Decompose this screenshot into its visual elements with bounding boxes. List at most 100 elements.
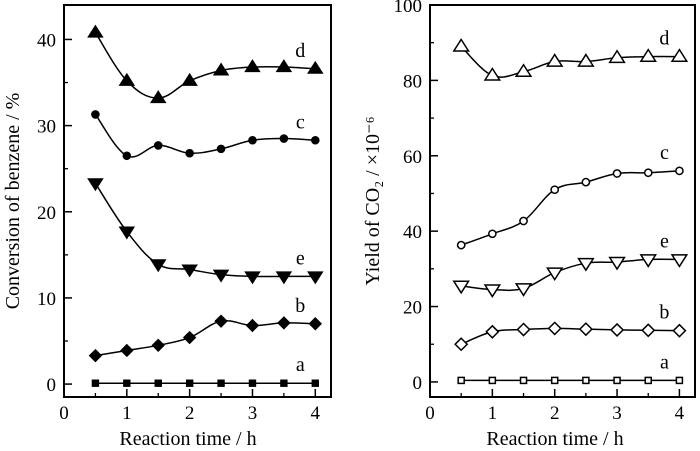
y-tick-label: 0	[47, 375, 57, 396]
x-tick-label: 4	[675, 403, 685, 424]
x-tick-label: 0	[425, 403, 435, 424]
data-point	[641, 323, 656, 338]
data-point	[609, 322, 625, 337]
co2-yield-chart: Yield of CO₂ / ×10⁻⁶ Reaction time / h 0…	[362, 0, 696, 450]
data-point	[582, 376, 590, 385]
series-label: e	[660, 230, 669, 252]
data-point	[118, 72, 136, 86]
data-point	[456, 240, 466, 250]
series-d: d	[452, 28, 689, 81]
data-point	[581, 177, 591, 187]
data-point	[245, 318, 260, 333]
data-point	[307, 60, 324, 74]
data-point	[519, 216, 528, 226]
data-point	[182, 330, 197, 345]
data-point	[280, 379, 288, 387]
data-point	[608, 49, 626, 64]
x-axis-title: Reaction time / h	[486, 428, 623, 450]
data-point	[457, 376, 465, 385]
data-point	[88, 348, 103, 363]
data-point	[545, 267, 564, 282]
x-tick-label: 2	[185, 403, 195, 424]
data-point	[577, 53, 595, 67]
series-a: a	[457, 351, 684, 385]
y-axis-title: Conversion of benzene / %	[2, 93, 24, 310]
data-point	[550, 376, 559, 385]
data-point	[514, 63, 533, 78]
data-point	[308, 317, 323, 331]
y-tick-label: 30	[37, 117, 56, 138]
data-point	[612, 169, 622, 178]
series-label: c	[660, 142, 669, 164]
data-point	[91, 379, 100, 387]
data-point	[212, 62, 230, 76]
data-point	[675, 166, 684, 176]
data-point	[214, 314, 228, 328]
series-c: c	[456, 142, 684, 250]
y-tick-label: 10	[37, 289, 56, 310]
data-point	[639, 254, 657, 268]
x-axis-title: Reaction time / h	[119, 428, 256, 450]
series-b: b	[88, 295, 323, 363]
series-label: e	[296, 247, 305, 269]
data-point	[122, 151, 132, 161]
data-point	[149, 90, 167, 104]
data-point	[244, 59, 261, 73]
y-tick-label: 20	[403, 298, 422, 319]
data-point	[545, 53, 564, 67]
data-point	[516, 322, 531, 337]
data-point	[613, 376, 621, 385]
y-tick-label: 80	[403, 71, 422, 92]
data-point	[120, 343, 134, 358]
y-tick-label: 0	[413, 373, 423, 394]
series-label: d	[659, 28, 669, 50]
data-point	[514, 283, 533, 297]
data-point	[181, 264, 198, 278]
data-point	[311, 379, 319, 387]
data-point	[519, 376, 528, 385]
data-point	[248, 379, 257, 387]
data-point	[310, 135, 320, 145]
data-point	[123, 379, 131, 387]
data-point	[644, 376, 652, 385]
data-point	[672, 323, 687, 338]
data-point	[275, 271, 293, 285]
y-tick-label: 60	[403, 147, 422, 168]
data-point	[608, 256, 626, 271]
data-point	[488, 229, 497, 239]
data-point	[675, 376, 684, 385]
data-point	[153, 141, 163, 150]
series-label: b	[295, 295, 305, 317]
data-point	[212, 269, 230, 283]
x-tick-label: 2	[550, 403, 560, 424]
data-point	[547, 321, 562, 336]
series-group: d c e b a	[87, 24, 324, 387]
data-point	[217, 379, 225, 387]
series-label: c	[296, 111, 305, 133]
data-point	[91, 110, 100, 119]
data-point	[87, 178, 104, 192]
plot-frame	[429, 4, 696, 398]
data-point	[307, 271, 324, 285]
data-point	[154, 379, 162, 387]
y-axis-title: Yield of CO₂ / ×10⁻⁶	[362, 116, 384, 285]
data-point	[550, 185, 560, 195]
data-point	[639, 48, 657, 62]
data-point	[643, 168, 653, 178]
x-tick-label: 4	[311, 403, 321, 424]
series-a: a	[91, 354, 319, 387]
series-e: e	[87, 178, 324, 285]
data-point	[181, 72, 198, 86]
data-point	[670, 48, 689, 62]
data-point	[279, 134, 289, 143]
data-point	[118, 226, 136, 240]
y-tick-label: 40	[403, 222, 422, 243]
data-point	[577, 257, 595, 272]
data-point	[483, 67, 502, 81]
data-point	[244, 271, 261, 285]
series-group: d c e b a	[452, 28, 689, 385]
data-point	[452, 38, 470, 52]
